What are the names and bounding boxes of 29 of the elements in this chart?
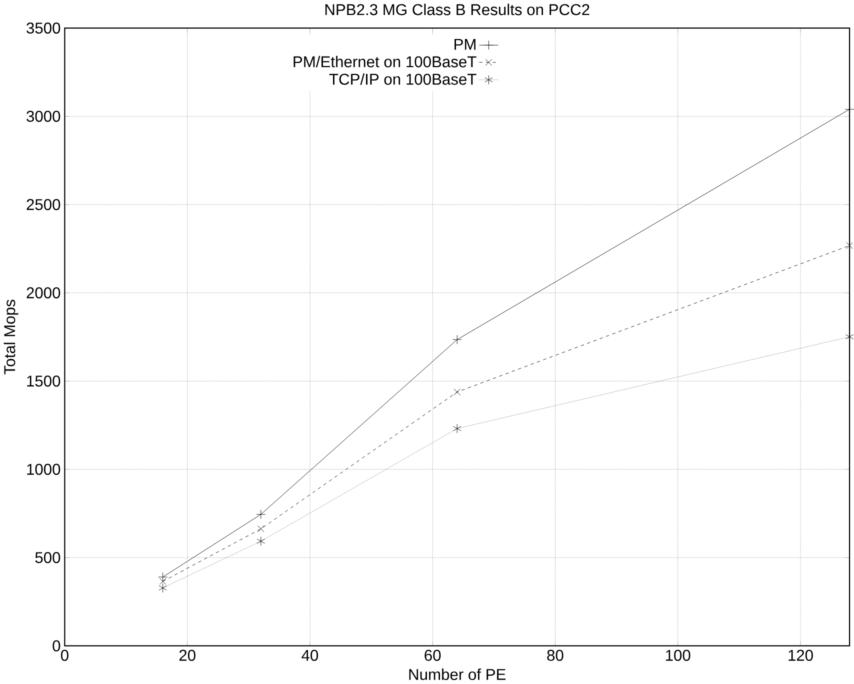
- x-tick-label: 120: [788, 650, 813, 662]
- y-tick-label: 3500: [26, 22, 60, 34]
- x-tick-label: 100: [666, 650, 690, 662]
- point: [846, 242, 853, 250]
- y-tick-label: 3000: [26, 110, 60, 122]
- y-tick-label: 2000: [26, 287, 60, 299]
- y-tick-label: 0: [52, 640, 60, 652]
- point: [256, 510, 266, 520]
- point: [452, 335, 462, 344]
- point: [454, 388, 461, 396]
- point: [258, 526, 264, 532]
- point: [453, 424, 462, 434]
- chart-title: NPB2.3 MG Class B Results on PCC2: [325, 4, 590, 16]
- y-tick-label: 1500: [27, 376, 60, 387]
- x-tick-label: 80: [547, 650, 564, 662]
- x-tick-label: 20: [179, 650, 196, 662]
- point: [158, 572, 168, 582]
- point: [256, 536, 266, 546]
- y-tick-label: 2500: [26, 199, 60, 210]
- legend-label: PM: [454, 39, 476, 50]
- x-tick-label: 0: [60, 650, 68, 662]
- legend-label: PM/Ethernet on 100BaseT: [294, 56, 476, 68]
- y-tick-label: 1000: [27, 464, 60, 476]
- x-tick-label: 40: [302, 650, 318, 662]
- x-axis-title: Number of PE: [409, 668, 506, 680]
- x-tick-label: 60: [424, 650, 441, 662]
- y-axis-title: Total Mops: [4, 300, 18, 375]
- legend-label: TCP/IP on 100BaseT: [329, 73, 476, 85]
- y-tick-label: 500: [35, 552, 60, 564]
